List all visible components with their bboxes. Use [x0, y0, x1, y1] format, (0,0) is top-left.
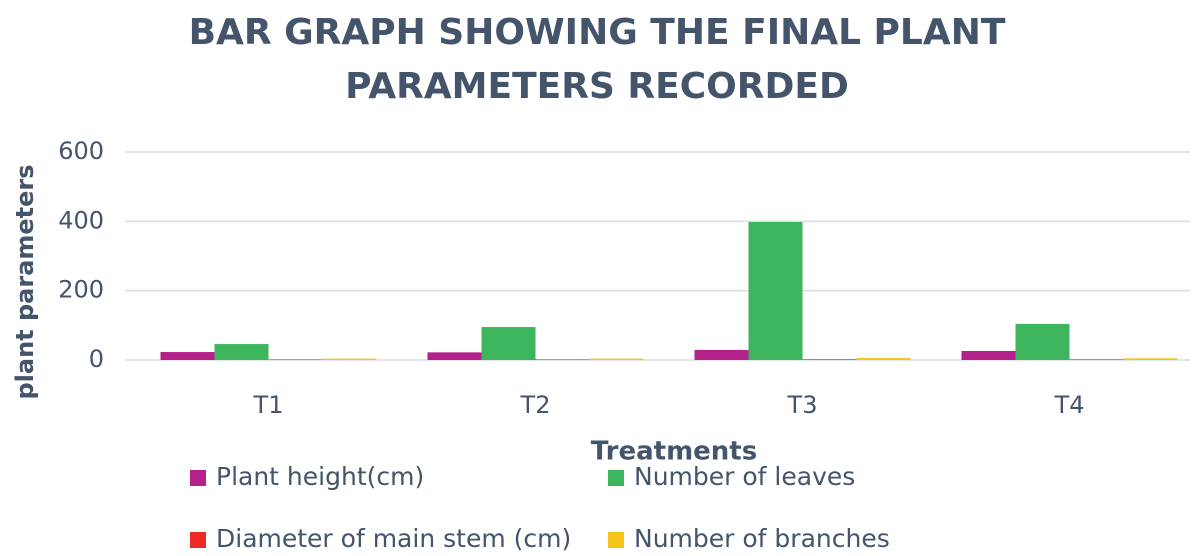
bar — [535, 359, 590, 360]
bar — [589, 358, 644, 360]
chart-title: BAR GRAPH SHOWING THE FINAL PLANT PARAME… — [188, 12, 1006, 107]
legend-label: Number of leaves — [634, 462, 855, 491]
y-tick-label: 400 — [58, 206, 104, 234]
bar — [1015, 323, 1070, 360]
bar — [802, 359, 857, 360]
bar — [961, 350, 1016, 360]
bar — [268, 359, 323, 360]
y-tick-label: 200 — [58, 276, 104, 304]
legend-label: Diameter of main stem (cm) — [216, 524, 571, 553]
bar — [856, 357, 911, 360]
y-tick-label: 600 — [58, 137, 104, 165]
x-tick-label: T2 — [520, 391, 551, 419]
bar — [481, 327, 536, 360]
x-tick-label: T4 — [1054, 391, 1085, 419]
y-axis-label: plant parameters — [11, 164, 39, 399]
legend-label: Number of branches — [634, 524, 890, 553]
bar — [1069, 359, 1124, 360]
bar — [322, 358, 377, 360]
legend-swatch — [608, 532, 624, 548]
legend-swatch — [608, 470, 624, 486]
x-axis-label: Treatments — [591, 437, 757, 467]
legend-swatch — [190, 532, 206, 548]
bar — [160, 352, 215, 360]
bar — [427, 352, 482, 360]
y-tick-label: 0 — [89, 345, 104, 373]
bar — [748, 222, 803, 360]
x-tick-label: T1 — [253, 391, 284, 419]
bar — [694, 349, 749, 360]
legend-label: Plant height(cm) — [216, 462, 424, 491]
bar — [1123, 358, 1178, 360]
bar — [214, 344, 269, 360]
x-tick-label: T3 — [787, 391, 818, 419]
legend-swatch — [190, 470, 206, 486]
